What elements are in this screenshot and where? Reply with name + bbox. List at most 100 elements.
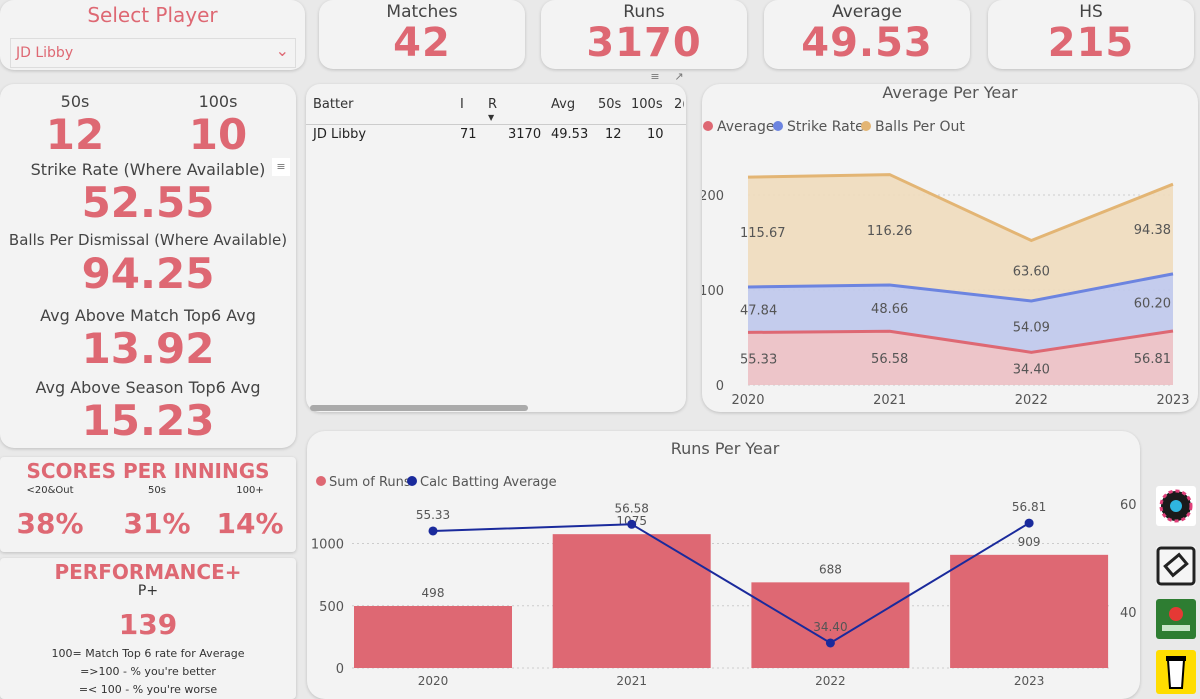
balls-per-dismissal-label: Balls Per Dismissal (Where Available) [8, 231, 288, 249]
season-avg-value: 15.23 [81, 396, 215, 445]
area-balls-per-out [748, 174, 1173, 301]
player-dropdown-value: JD Libby [16, 45, 74, 61]
score-bucket-label: 50s [148, 485, 166, 496]
score-bucket-value: 38% [16, 507, 84, 540]
match-avg-label: Avg Above Match Top6 Avg [40, 306, 256, 325]
kpi-hs-card: HS 215 [988, 0, 1194, 69]
strike-rate-label: Strike Rate (Where Available) [30, 160, 266, 179]
line-point [627, 519, 637, 529]
kpi-matches-card: Matches 42 [319, 0, 525, 69]
fifties-value: 12 [45, 110, 105, 159]
x-tick: 2020 [731, 393, 764, 408]
batter-table [306, 84, 686, 412]
performance-note: 100= Match Top 6 rate for Average [51, 647, 245, 660]
column-header-avg[interactable]: Avg [551, 97, 576, 112]
eraser-icon[interactable] [1156, 546, 1196, 586]
focus-mode-icon[interactable]: ↗ [674, 70, 684, 83]
line-point [825, 638, 835, 648]
score-bucket-value: 31% [123, 507, 191, 540]
x-tick: 2022 [815, 674, 846, 688]
cell-batter[interactable]: JD Libby [313, 127, 367, 142]
strike-rate-value: 52.55 [81, 178, 215, 227]
performance-note: =>100 - % you're better [80, 665, 216, 678]
column-header-truncated[interactable]: 2( [674, 97, 684, 112]
series-line [747, 173, 1174, 243]
column-header-batter[interactable]: Batter [313, 97, 354, 112]
leading-edge-logo-icon[interactable] [1156, 599, 1196, 639]
legend-label: Calc Batting Average [420, 475, 557, 490]
runs-per-year-card: Runs Per Year Sum of Runs Calc Batting Av… [307, 431, 1140, 699]
hundreds-label: 100s [198, 92, 238, 111]
line-label: 55.33 [416, 508, 450, 522]
match-avg-value: 13.92 [81, 324, 215, 373]
performance-card: PERFORMANCE+ P+ 139 100= Match Top 6 rat… [0, 558, 296, 699]
scores-per-innings-card: SCORES PER INNINGS <20&Out 50s 100+ 38% … [0, 457, 296, 552]
bar [751, 582, 910, 668]
column-header-hundreds[interactable]: 100s [631, 97, 663, 112]
cell-hundreds: 10 [647, 127, 664, 142]
kpi-value: 3170 [586, 20, 702, 66]
data-label: 56.58 [871, 352, 908, 367]
bar [354, 605, 512, 668]
line-label: 34.40 [813, 620, 847, 634]
legend-marker [407, 476, 417, 486]
filter-icon[interactable]: ≡ [272, 158, 290, 176]
data-label: 34.40 [1013, 363, 1050, 378]
data-label: 116.26 [867, 224, 913, 239]
sort-desc-icon[interactable]: ▼ [488, 113, 495, 122]
performance-note: =< 100 - % you're worse [78, 683, 218, 696]
chevron-down-icon[interactable]: ⌄ [275, 41, 289, 60]
line-label: 56.81 [1012, 500, 1046, 514]
scores-per-innings-title: SCORES PER INNINGS [26, 459, 270, 483]
kpi-label: Average [832, 2, 902, 22]
player-dropdown[interactable]: JD Libby ⌄ [10, 38, 296, 68]
performance-title: PERFORMANCE+ [54, 560, 242, 584]
y-tick: 0 [336, 662, 344, 677]
kpi-value: 49.53 [801, 20, 933, 66]
line-series [432, 522, 1030, 645]
legend-marker [861, 121, 871, 131]
season-avg-label: Avg Above Season Top6 Avg [35, 378, 261, 397]
column-header-fifties[interactable]: 50s [598, 97, 622, 112]
x-tick: 2022 [1015, 393, 1048, 408]
cell-fifties: 12 [605, 127, 622, 142]
score-bucket-label: <20&Out [26, 485, 74, 496]
y2-tick: 40 [1120, 606, 1137, 621]
kpi-label: Runs [623, 2, 665, 22]
kpi-label: Matches [386, 2, 458, 22]
coffee-cup-icon[interactable] [1156, 650, 1196, 694]
balls-per-dismissal-value: 94.25 [81, 249, 215, 298]
fifties-label: 50s [60, 92, 90, 111]
legend-label: Sum of Runs [329, 475, 411, 490]
performance-subtitle: P+ [137, 583, 159, 599]
series-line [747, 272, 1174, 303]
y2-tick: 60 [1120, 498, 1137, 513]
data-label: 55.33 [740, 353, 777, 368]
chart-legend: Average Strike Rate Balls Per Out [703, 119, 965, 135]
series-line [747, 329, 1174, 354]
data-label: 94.38 [1134, 223, 1171, 238]
performance-value: 139 [118, 608, 178, 641]
score-bucket-label: 100+ [236, 485, 264, 496]
legend-label: Strike Rate [787, 119, 864, 135]
filter-icon[interactable]: ≡ [650, 70, 660, 83]
data-label: 56.81 [1134, 352, 1171, 367]
chart-title: Runs Per Year [671, 439, 780, 458]
data-label: 63.60 [1013, 265, 1050, 280]
club-logo-icon[interactable] [1156, 486, 1196, 526]
horizontal-scrollbar[interactable] [310, 405, 528, 411]
data-label: 47.84 [740, 304, 777, 319]
line-label: 56.58 [615, 501, 649, 515]
chart-title: Average Per Year [882, 84, 1018, 102]
bar [552, 534, 711, 668]
bar-label: 909 [1018, 535, 1041, 549]
column-header-runs[interactable]: R [488, 97, 498, 112]
table-header-row [306, 84, 686, 125]
kpi-runs-card: Runs 3170 [541, 0, 747, 69]
line-point [428, 526, 438, 536]
legend-marker [703, 121, 713, 131]
legend-label: Average [717, 119, 775, 135]
y-tick: 1000 [311, 538, 344, 553]
column-header-innings[interactable]: I [460, 97, 464, 112]
line-point [1024, 518, 1034, 528]
